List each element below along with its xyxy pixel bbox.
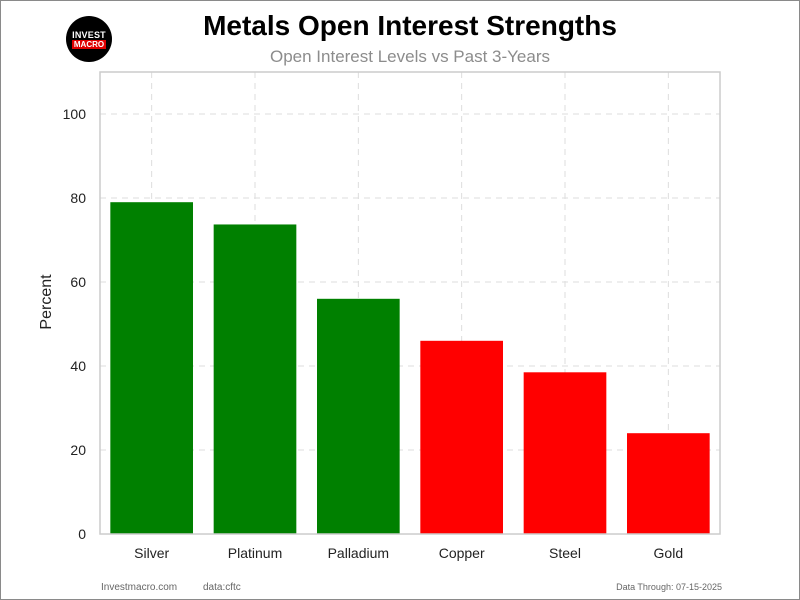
logo-text-bottom: MACRO <box>71 39 107 49</box>
bar-copper <box>420 340 503 534</box>
logo-text-top: INVEST <box>72 29 106 40</box>
x-tick-label: Steel <box>549 545 581 561</box>
chart-subtitle: Open Interest Levels vs Past 3-Years <box>269 47 551 66</box>
x-tick-label: Silver <box>134 545 169 561</box>
footer-date: Data Through: 07-15-2025 <box>616 582 722 592</box>
y-tick-label: 20 <box>70 442 86 458</box>
x-tick-label: Palladium <box>328 545 389 561</box>
x-tick-label: Platinum <box>228 545 282 561</box>
footer-source: data:cftc <box>203 582 241 593</box>
bar-steel <box>523 372 607 534</box>
x-tick-label: Gold <box>654 545 684 561</box>
bar-gold <box>627 433 710 534</box>
x-tick-label: Copper <box>439 545 485 561</box>
bar-platinum <box>213 224 297 534</box>
y-tick-label: 80 <box>70 190 86 206</box>
y-tick-label: 0 <box>78 526 86 542</box>
y-tick-label: 100 <box>63 106 87 122</box>
y-tick-label: 60 <box>70 274 86 290</box>
bar-palladium <box>317 298 400 534</box>
bar-silver <box>110 202 193 534</box>
plot-frame <box>99 71 721 535</box>
investmacro-logo: INVEST MACRO <box>66 16 112 62</box>
y-tick-label: 40 <box>70 358 86 374</box>
footer-site: Investmacro.com <box>101 582 178 593</box>
chart-title: Metals Open Interest Strengths <box>203 10 617 41</box>
